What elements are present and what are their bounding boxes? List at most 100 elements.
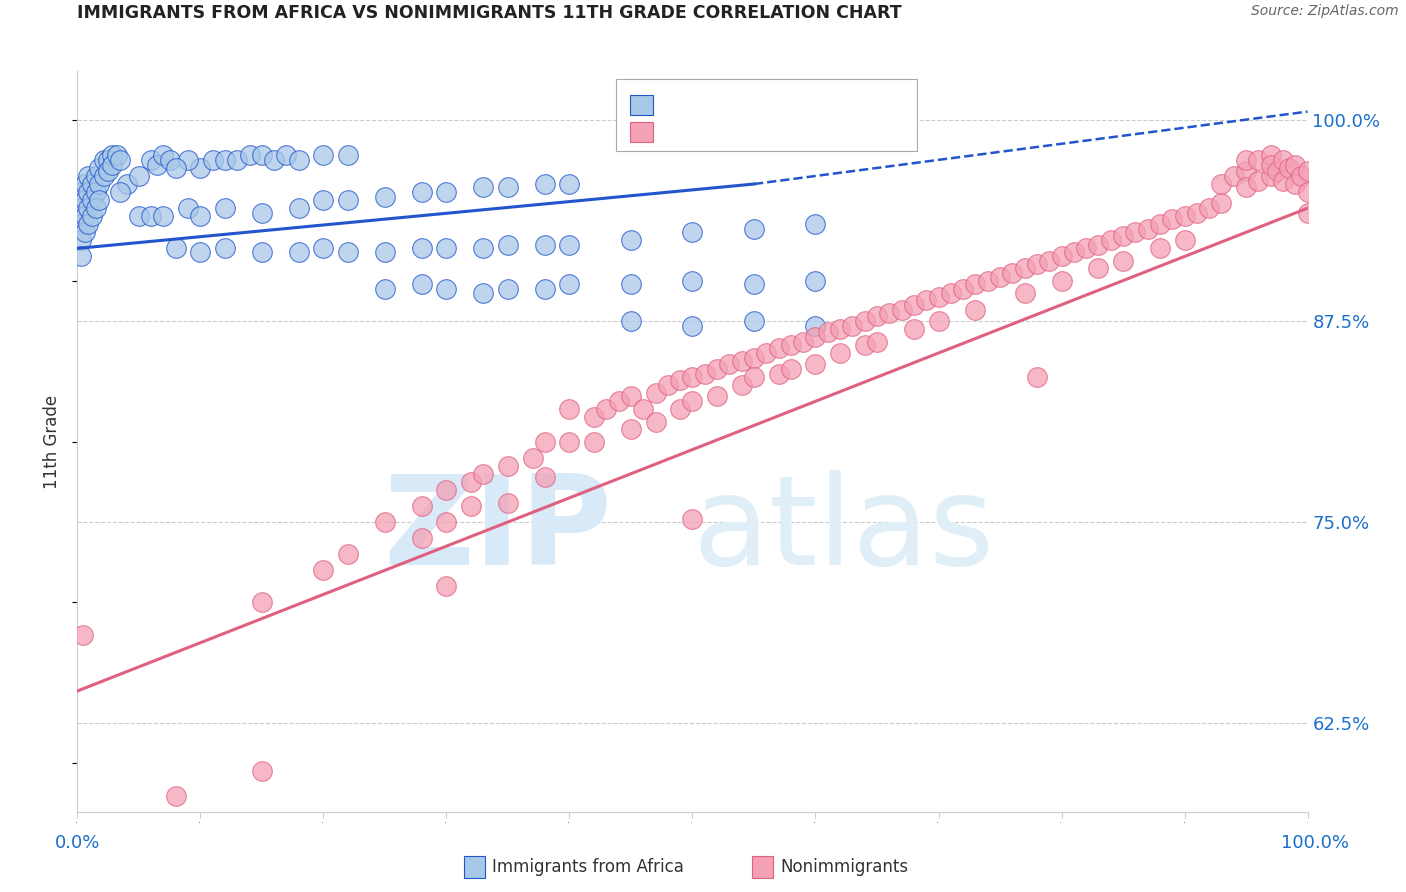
Point xyxy=(128,169,150,183)
Point xyxy=(337,193,360,207)
Point xyxy=(472,241,495,255)
Point xyxy=(288,244,311,259)
Point xyxy=(436,515,458,529)
Text: Nonimmigrants: Nonimmigrants xyxy=(780,858,908,876)
Point xyxy=(93,169,115,183)
Point xyxy=(84,201,107,215)
Point xyxy=(558,238,581,252)
Point xyxy=(70,249,93,264)
Point xyxy=(70,201,93,215)
Point xyxy=(607,394,630,409)
Point xyxy=(534,470,557,484)
Point xyxy=(718,357,741,371)
Point xyxy=(853,338,876,352)
Point xyxy=(263,153,285,167)
Point xyxy=(97,164,120,178)
Point xyxy=(84,169,107,183)
Point xyxy=(374,282,396,296)
Point xyxy=(374,244,396,259)
Text: IMMIGRANTS FROM AFRICA VS NONIMMIGRANTS 11TH GRADE CORRELATION CHART: IMMIGRANTS FROM AFRICA VS NONIMMIGRANTS … xyxy=(77,4,903,22)
Point xyxy=(1234,164,1257,178)
Point xyxy=(1260,169,1282,183)
Point xyxy=(73,225,96,239)
Text: Source: ZipAtlas.com: Source: ZipAtlas.com xyxy=(1251,4,1399,19)
Point xyxy=(105,148,128,162)
Point xyxy=(82,209,104,223)
Point xyxy=(1099,233,1122,247)
Point xyxy=(374,190,396,204)
Point xyxy=(1247,153,1270,167)
Point xyxy=(620,422,643,436)
Text: Immigrants from Africa: Immigrants from Africa xyxy=(492,858,683,876)
Point xyxy=(693,367,716,381)
Point xyxy=(853,314,876,328)
Point xyxy=(460,499,482,513)
Point xyxy=(77,169,100,183)
Point xyxy=(496,282,519,296)
Point xyxy=(436,241,458,255)
Point xyxy=(583,410,606,425)
Point xyxy=(928,314,950,328)
Point xyxy=(1296,206,1319,220)
Point xyxy=(1136,222,1159,236)
Point xyxy=(1087,260,1109,275)
Text: ZIP: ZIP xyxy=(384,470,613,591)
Text: 100.0%: 100.0% xyxy=(1281,834,1348,852)
Point xyxy=(669,402,692,417)
Point xyxy=(768,367,790,381)
Point xyxy=(620,389,643,403)
Point xyxy=(830,322,852,336)
Point xyxy=(73,193,96,207)
Point xyxy=(312,193,335,207)
Point xyxy=(841,318,863,333)
Point xyxy=(70,233,93,247)
Point xyxy=(583,434,606,449)
Point xyxy=(72,628,94,642)
Point xyxy=(190,244,212,259)
Point xyxy=(73,209,96,223)
Point xyxy=(682,512,704,526)
Point xyxy=(110,153,132,167)
Point xyxy=(965,277,987,291)
Point xyxy=(1125,225,1147,239)
Point xyxy=(534,434,557,449)
Point xyxy=(436,185,458,199)
Point xyxy=(682,225,704,239)
Point xyxy=(804,330,827,344)
Point xyxy=(1026,370,1049,384)
Point xyxy=(1260,148,1282,162)
Point xyxy=(780,362,803,376)
Point xyxy=(1014,260,1036,275)
Point xyxy=(1161,212,1184,227)
Point xyxy=(411,499,433,513)
Point xyxy=(496,458,519,473)
Point xyxy=(436,579,458,593)
Point xyxy=(682,274,704,288)
Point xyxy=(152,209,174,223)
Point xyxy=(620,233,643,247)
Point xyxy=(101,158,124,172)
Point xyxy=(128,209,150,223)
Point xyxy=(1284,177,1306,191)
Point xyxy=(472,180,495,194)
Point xyxy=(250,595,273,609)
Point xyxy=(682,370,704,384)
Point xyxy=(682,318,704,333)
Point xyxy=(830,346,852,360)
Point xyxy=(436,483,458,497)
Point xyxy=(312,148,335,162)
Point xyxy=(84,185,107,199)
Point xyxy=(77,201,100,215)
Point xyxy=(89,177,111,191)
Point xyxy=(190,161,212,175)
Point xyxy=(742,314,765,328)
Point xyxy=(903,322,925,336)
Point xyxy=(337,244,360,259)
Point xyxy=(496,496,519,510)
Point xyxy=(89,193,111,207)
Point xyxy=(1149,217,1171,231)
Point xyxy=(1076,241,1098,255)
Point xyxy=(706,389,728,403)
Point xyxy=(804,318,827,333)
Point xyxy=(1223,169,1246,183)
